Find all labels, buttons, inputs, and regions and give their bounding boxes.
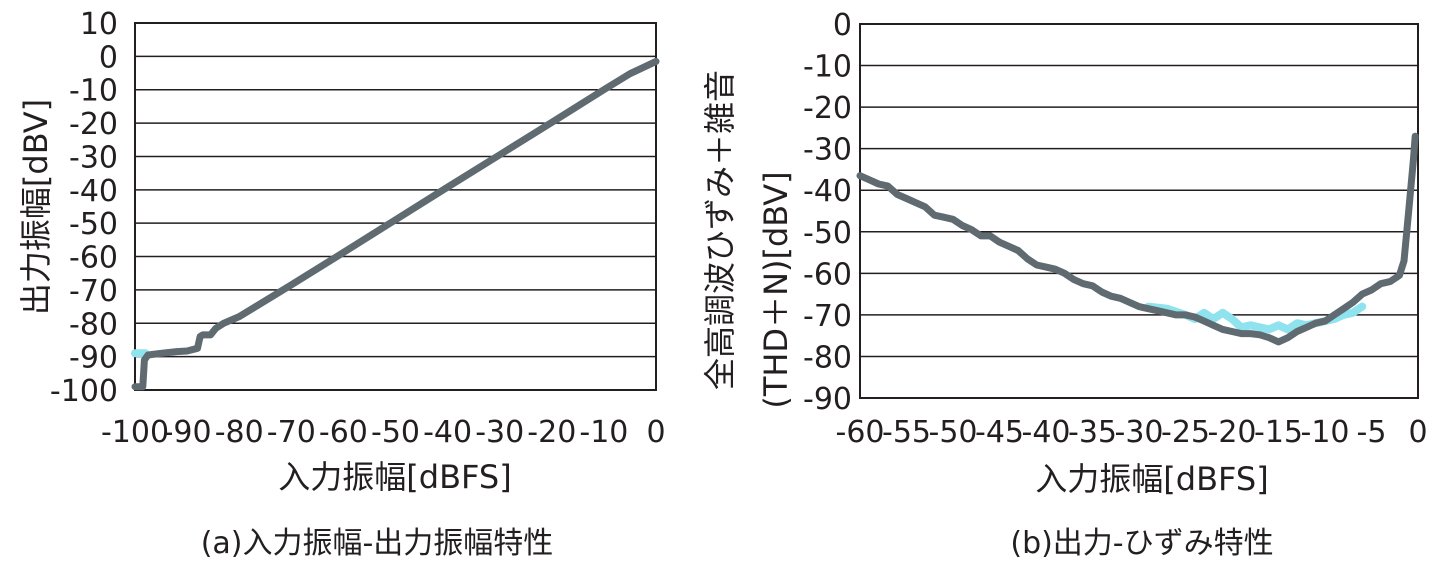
y-tick-label: -10 [803,50,852,85]
y-tick-label: 0 [833,8,852,43]
chart-b-x-tick-labels: -60-55-50-45-40-35-30-25-20-15-10 -5 0 [836,415,1428,450]
y-tick-label: -40 [69,174,118,209]
x-tick-label: -70 [267,415,316,450]
y-tick-label: -90 [69,341,118,376]
y-tick-label: -60 [803,257,852,292]
x-tick-label: 0 [1408,415,1427,450]
chart-b-x-axis-label: 入力振幅[dBFS] [1035,460,1268,498]
x-tick-label: -60 [836,415,885,450]
x-tick-label: -80 [215,415,264,450]
series-line [131,57,660,391]
chart-b-caption: (b)出力-ひずみ特性 [1010,526,1273,561]
y-tick-label: -80 [803,340,852,375]
y-tick-label: -70 [69,274,118,309]
y-tick-label: -20 [69,107,118,142]
chart-b-y-axis-label-line2: (THD＋N)[dBV] [757,171,795,408]
x-tick-label: -30 [1115,415,1164,450]
x-tick-label: -40 [1022,415,1071,450]
chart-a-y-tick-labels: 100-10-20-30-40-50-60-70-80-90-100 [50,7,118,409]
x-tick-label: -60 [319,415,368,450]
x-tick-label: -15 [1254,415,1303,450]
y-tick-label: -30 [69,140,118,175]
chart-a-series [131,57,660,391]
x-tick-label: -20 [527,415,576,450]
x-tick-label: -90 [163,415,212,450]
y-tick-label: -60 [69,241,118,276]
x-tick-label: -5 [1357,415,1387,450]
chart-a-y-axis-label: 出力振幅[dBV] [17,99,55,315]
x-tick-label: -35 [1068,415,1117,450]
x-tick-label: -45 [975,415,1024,450]
x-tick-label: -20 [1208,415,1257,450]
y-tick-label: -90 [803,382,852,417]
y-tick-label: -70 [803,299,852,334]
series-line [856,132,1419,346]
chart-b-gridlines [860,23,1418,399]
chart-a: 100-10-20-30-40-50-60-70-80-90-100 -100-… [17,7,666,561]
chart-b: 0-10-20-30-40-50-60-70-80-90 -60-55-50-4… [701,8,1428,561]
x-tick-label: -30 [475,415,524,450]
x-tick-label: -40 [423,415,472,450]
chart-a-x-tick-labels: -100-90 -80 -70 -60 -50 -40 -30 -20 -10 0 [101,415,666,450]
y-tick-label: -30 [803,133,852,168]
chart-a-x-axis-label: 入力振幅[dBFS] [278,458,511,496]
y-tick-label: 10 [80,7,118,42]
y-tick-label: 0 [99,40,118,75]
x-tick-label: -10 [1301,415,1350,450]
x-tick-label: 0 [646,415,665,450]
chart-b-series [856,132,1419,346]
y-tick-label: -50 [69,207,118,242]
x-tick-label: -25 [1161,415,1210,450]
chart-b-y-axis-label-line1: 全高調波ひずみ＋雑音 [701,70,739,390]
y-tick-label: -20 [803,91,852,126]
chart-a-plot-frame [134,22,657,391]
y-tick-label: -40 [803,174,852,209]
chart-b-plot-frame [859,23,1419,399]
y-tick-label: -80 [69,307,118,342]
x-tick-label: -55 [882,415,931,450]
x-tick-label: -100 [101,415,169,450]
chart-a-caption: (a)入力振幅-出力振幅特性 [201,526,554,561]
x-tick-label: -50 [371,415,420,450]
chart-b-y-tick-labels: 0 -10 -20 -30 -40 -50 -60 -70 -80 -90 [803,8,852,417]
y-tick-label: -50 [803,216,852,251]
y-tick-label: -10 [69,74,118,109]
x-tick-label: -10 [579,415,628,450]
y-tick-label: -100 [50,374,118,409]
x-tick-label: -50 [929,415,978,450]
